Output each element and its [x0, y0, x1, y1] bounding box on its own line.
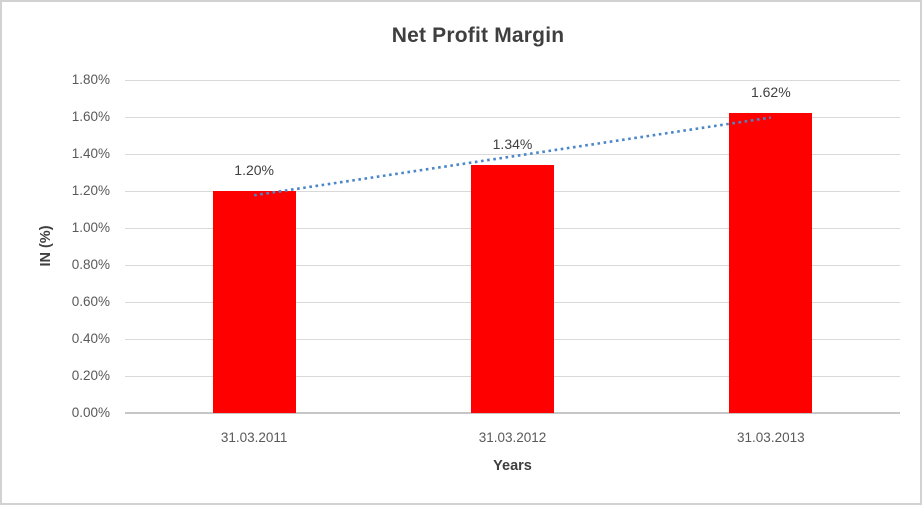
bar-31.03.2011 — [212, 191, 296, 413]
y-tick-label: 1.20% — [71, 183, 110, 198]
y-tick-label: 0.60% — [71, 294, 110, 309]
x-axis-line — [125, 412, 900, 414]
x-tick-label: 31.03.2012 — [478, 430, 547, 445]
x-axis-title: Years — [493, 458, 532, 474]
y-tick-label: 1.40% — [71, 146, 110, 161]
y-tick-label: 1.60% — [71, 109, 110, 124]
y-tick-label: 0.20% — [71, 368, 110, 383]
bar-31.03.2012 — [471, 165, 554, 413]
bar-value-label: 1.20% — [234, 162, 274, 178]
y-tick-label: 0.00% — [71, 405, 110, 420]
y-tick-label: 0.80% — [71, 257, 110, 272]
y-axis-title: IN (%) — [38, 225, 54, 267]
y-tick-label: 1.00% — [71, 220, 110, 235]
x-tick-label: 31.03.2013 — [737, 430, 805, 445]
y-gridline — [125, 79, 900, 81]
y-tick-label: 1.80% — [71, 72, 110, 87]
bar-31.03.2013 — [729, 113, 813, 413]
chart-title: Net Profit Margin — [391, 24, 565, 47]
bar-value-label: 1.62% — [750, 84, 791, 101]
bar-value-label: 1.34% — [492, 136, 533, 153]
y-tick-label: 0.40% — [71, 331, 110, 346]
x-tick-label: 31.03.2011 — [220, 430, 288, 445]
